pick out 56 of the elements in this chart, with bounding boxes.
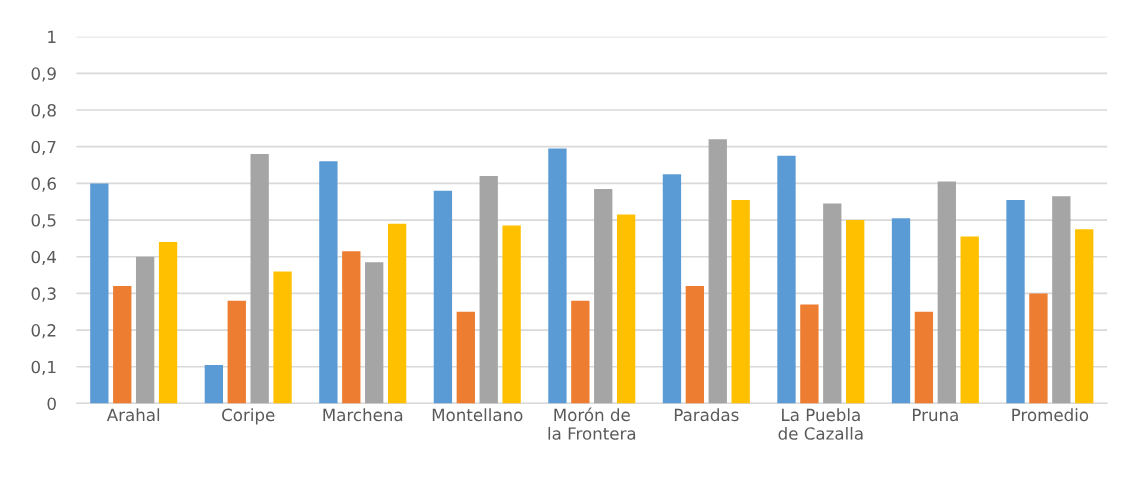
x-tick-label: Morón de la Frontera: [548, 407, 636, 440]
x-tick-label: Pruna: [913, 408, 958, 422]
y-tick-label: 0,2: [31, 324, 56, 339]
bar: [90, 183, 109, 404]
bar: [342, 251, 361, 404]
bar: [823, 203, 842, 404]
y-tick-label: 0,1: [31, 360, 56, 376]
bar: [456, 311, 475, 404]
bar: [548, 148, 567, 404]
bar: [479, 176, 498, 404]
bar: [1075, 229, 1094, 404]
y-tick-label: 0,3: [31, 287, 56, 302]
y-tick-label: 0,6: [31, 177, 56, 192]
bar: [319, 161, 338, 404]
bar: [365, 262, 384, 404]
bar: [914, 311, 934, 404]
x-tick-label: Marchena: [323, 408, 403, 422]
bar: [731, 199, 750, 404]
bar: [204, 364, 224, 404]
bar: [250, 154, 269, 404]
bar: [273, 271, 292, 404]
bar: [960, 236, 979, 404]
x-tick-label: Montellano: [432, 408, 523, 422]
bar: [800, 304, 819, 404]
bar: [571, 300, 590, 404]
y-tick-label: 1: [48, 30, 56, 44]
y-tick-label: 0: [47, 397, 56, 410]
y-tick-label: 0,5: [31, 214, 56, 229]
bar: [777, 155, 796, 404]
x-tick-label: Coripe: [222, 408, 275, 425]
bar: [846, 220, 865, 404]
bar: [1029, 293, 1048, 404]
y-tick-label: 0,8: [31, 103, 56, 119]
bar: [387, 223, 407, 404]
x-tick-label: Arahal: [106, 408, 160, 422]
y-tick-label: 0,4: [31, 250, 57, 265]
bar: [594, 188, 613, 404]
bar: [433, 190, 453, 404]
bar: [1006, 199, 1025, 404]
bar: [135, 256, 155, 404]
bar: [1052, 196, 1071, 404]
x-tick-label: Promedio: [1012, 408, 1089, 422]
bar: [662, 174, 682, 404]
bar: [113, 286, 132, 404]
y-tick-label: 0,7: [31, 140, 56, 155]
bar: [227, 300, 246, 404]
bar: [685, 286, 705, 404]
bar: [937, 181, 956, 404]
bar: [158, 242, 178, 404]
bar: [616, 214, 636, 404]
x-tick-label: Paradas: [674, 408, 739, 422]
bar: [708, 139, 727, 404]
bar: [502, 225, 521, 404]
y-tick-label: 0,9: [31, 67, 56, 82]
bar: [891, 218, 911, 404]
x-tick-label: La Puebla de Cazalla: [778, 408, 863, 440]
